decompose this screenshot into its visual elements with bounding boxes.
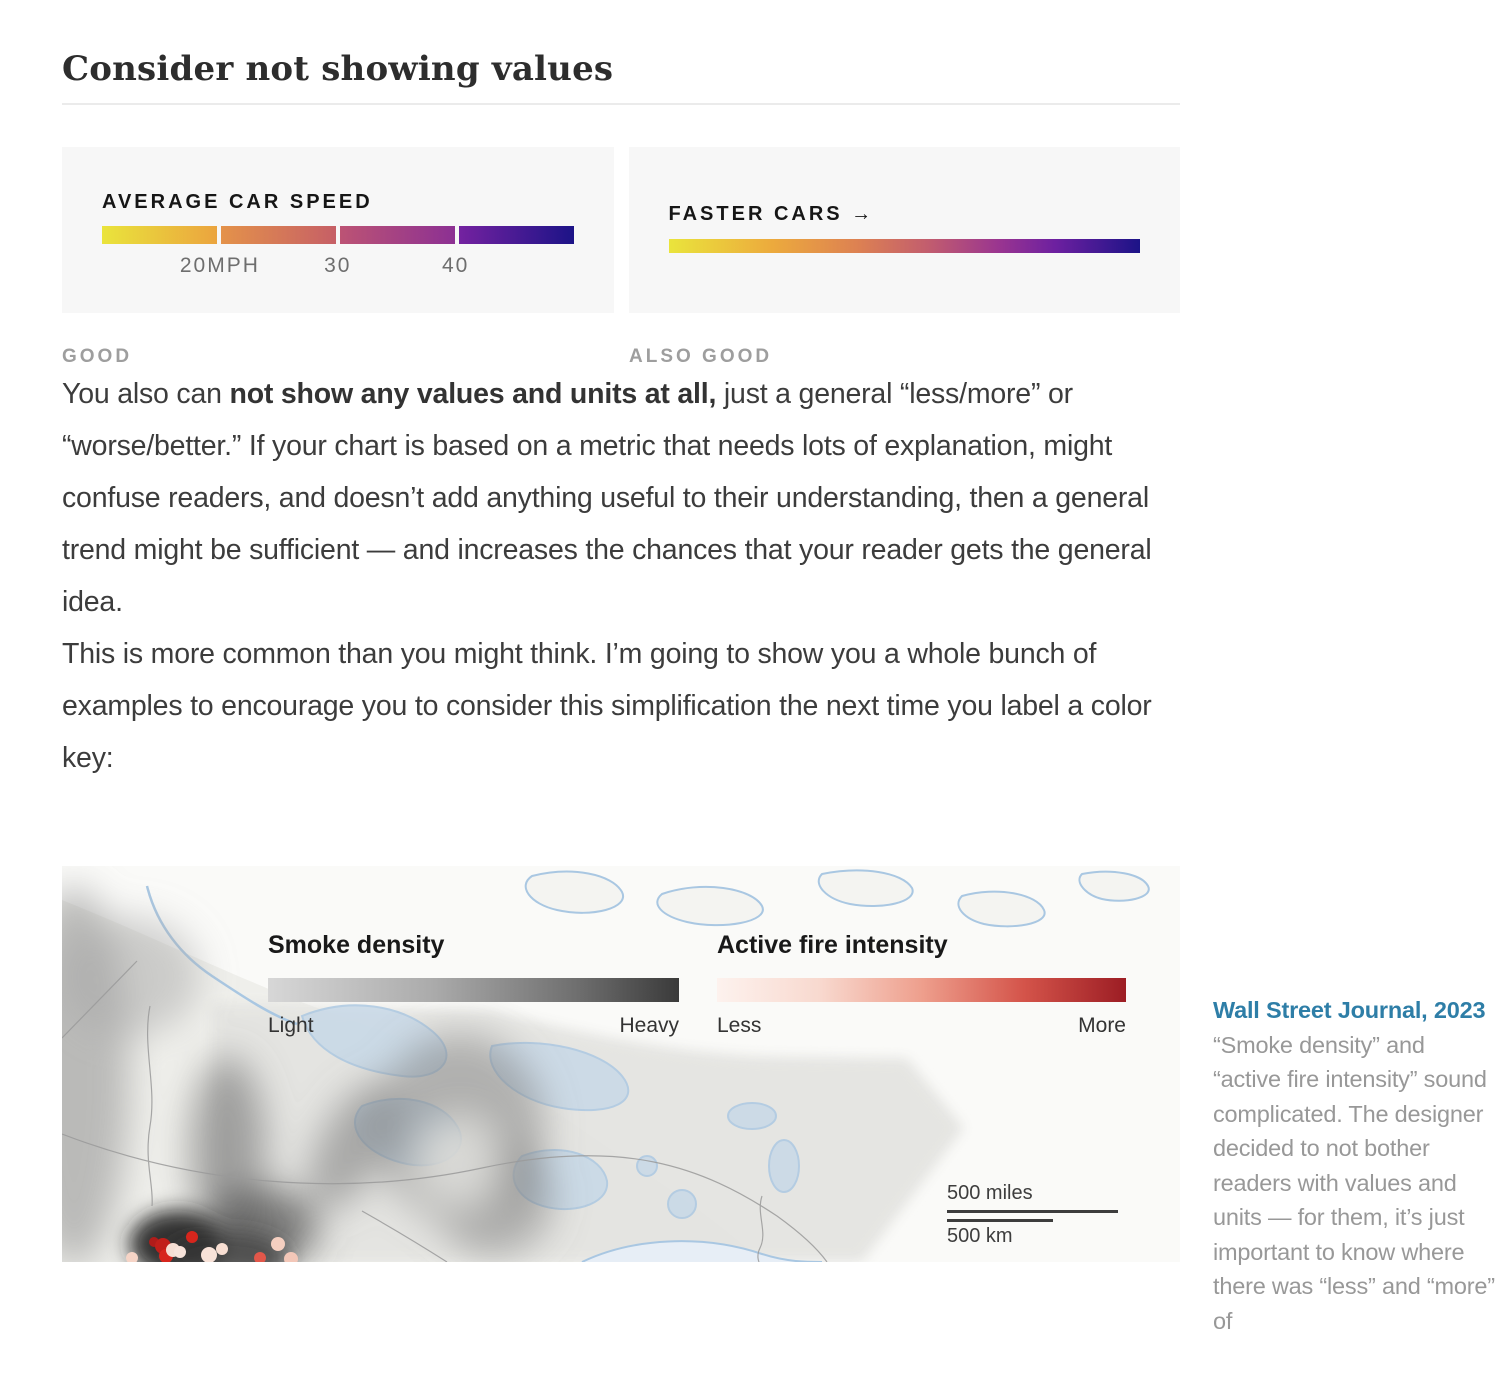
tick-label: 20MPH — [179, 254, 260, 277]
divider — [62, 103, 1180, 105]
scale-km-line — [947, 1219, 1053, 1222]
paragraph-1-rest: just a general “less/more” or “worse/bet… — [62, 378, 1152, 618]
map-scale-bar: 500 miles 500 km — [947, 1182, 1118, 1248]
scale-miles-label: 500 miles — [947, 1182, 1033, 1204]
fire-dots — [126, 1231, 298, 1262]
paragraph-1-lead: You also can — [62, 378, 230, 410]
tick-label: 30 — [324, 254, 352, 277]
paragraph-1: You also can not show any values and uni… — [62, 368, 1180, 628]
example-figures-row: AVERAGE CAR SPEED 20MPH 30 40 FASTER CAR… — [62, 147, 1180, 313]
margin-note: Wall Street Journal, 2023 “Smoke density… — [1213, 993, 1497, 1338]
color-segment-1 — [102, 226, 217, 244]
figure-average-car-speed: AVERAGE CAR SPEED 20MPH 30 40 — [62, 147, 614, 313]
borders — [62, 960, 828, 1262]
legend-title: Active fire intensity — [717, 931, 948, 959]
tick-label: 40 — [441, 254, 470, 277]
source-link[interactable]: Wall Street Journal, 2023 — [1213, 997, 1486, 1023]
figure-right-title: FASTER CARS → — [668, 203, 875, 225]
legend-max-label: More — [1078, 1014, 1126, 1037]
legend-min-label: Less — [717, 1014, 762, 1037]
figure-left-title: AVERAGE CAR SPEED — [102, 191, 373, 213]
color-segment-3 — [339, 226, 455, 244]
caption-also-good: ALSO GOOD — [629, 346, 773, 367]
page-title: Consider not showing values — [62, 49, 614, 89]
legend-smoke-density: Smoke density Light Heavy — [268, 930, 679, 1038]
smoke-plumes — [62, 886, 554, 1262]
color-segment-2 — [220, 226, 336, 244]
fire-intensity-gradient — [717, 978, 1126, 1002]
figure-faster-cars: FASTER CARS → — [628, 147, 1180, 313]
legend-min-label: Light — [268, 1014, 314, 1037]
legend-title: Smoke density — [268, 931, 445, 959]
legend-labels: Less More — [717, 1014, 1126, 1038]
color-key-ticks: 20MPH 30 40 — [102, 254, 574, 286]
legend-max-label: Heavy — [619, 1014, 679, 1037]
paragraph-1-bold: not show any values and units at all, — [229, 378, 717, 410]
article-column: Consider not showing values AVERAGE CAR … — [62, 0, 1180, 1262]
map-artwork — [62, 866, 1180, 1262]
paragraph-2: This is more common than you might think… — [62, 638, 1152, 774]
color-segment-4 — [458, 226, 574, 244]
figure-captions: GOOD ALSO GOOD — [62, 346, 1180, 368]
wildfire-smoke-map: Smoke density Light Heavy Active fire in… — [62, 866, 1180, 1262]
segmented-color-key — [102, 226, 574, 244]
islands — [524, 869, 1150, 928]
caption-good: GOOD — [62, 346, 133, 367]
scale-km-label: 500 km — [947, 1225, 1013, 1247]
margin-note-text: “Smoke density” and “active fire intensi… — [1213, 1031, 1495, 1334]
legend-labels: Light Heavy — [268, 1014, 679, 1038]
scale-miles-line — [947, 1210, 1118, 1213]
legend-fire-intensity: Active fire intensity Less More — [717, 930, 1126, 1038]
continuous-color-key — [668, 239, 1140, 253]
smoke-density-gradient — [268, 978, 679, 1002]
